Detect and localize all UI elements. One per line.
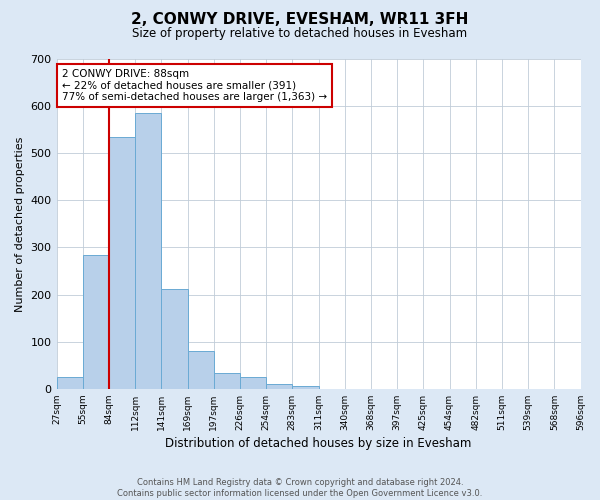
Bar: [214, 374, 240, 389]
Bar: [266, 384, 292, 389]
Bar: [109, 136, 135, 389]
Bar: [240, 377, 266, 389]
X-axis label: Distribution of detached houses by size in Evesham: Distribution of detached houses by size …: [166, 437, 472, 450]
Text: Contains HM Land Registry data © Crown copyright and database right 2024.
Contai: Contains HM Land Registry data © Crown c…: [118, 478, 482, 498]
Bar: [292, 386, 319, 389]
Bar: [56, 377, 83, 389]
Text: 2 CONWY DRIVE: 88sqm
← 22% of detached houses are smaller (391)
77% of semi-deta: 2 CONWY DRIVE: 88sqm ← 22% of detached h…: [62, 69, 327, 102]
Text: 2, CONWY DRIVE, EVESHAM, WR11 3FH: 2, CONWY DRIVE, EVESHAM, WR11 3FH: [131, 12, 469, 28]
Y-axis label: Number of detached properties: Number of detached properties: [15, 136, 25, 312]
Bar: [161, 289, 188, 389]
Bar: [83, 254, 109, 389]
Bar: [135, 113, 161, 389]
Bar: [188, 351, 214, 389]
Text: Size of property relative to detached houses in Evesham: Size of property relative to detached ho…: [133, 28, 467, 40]
